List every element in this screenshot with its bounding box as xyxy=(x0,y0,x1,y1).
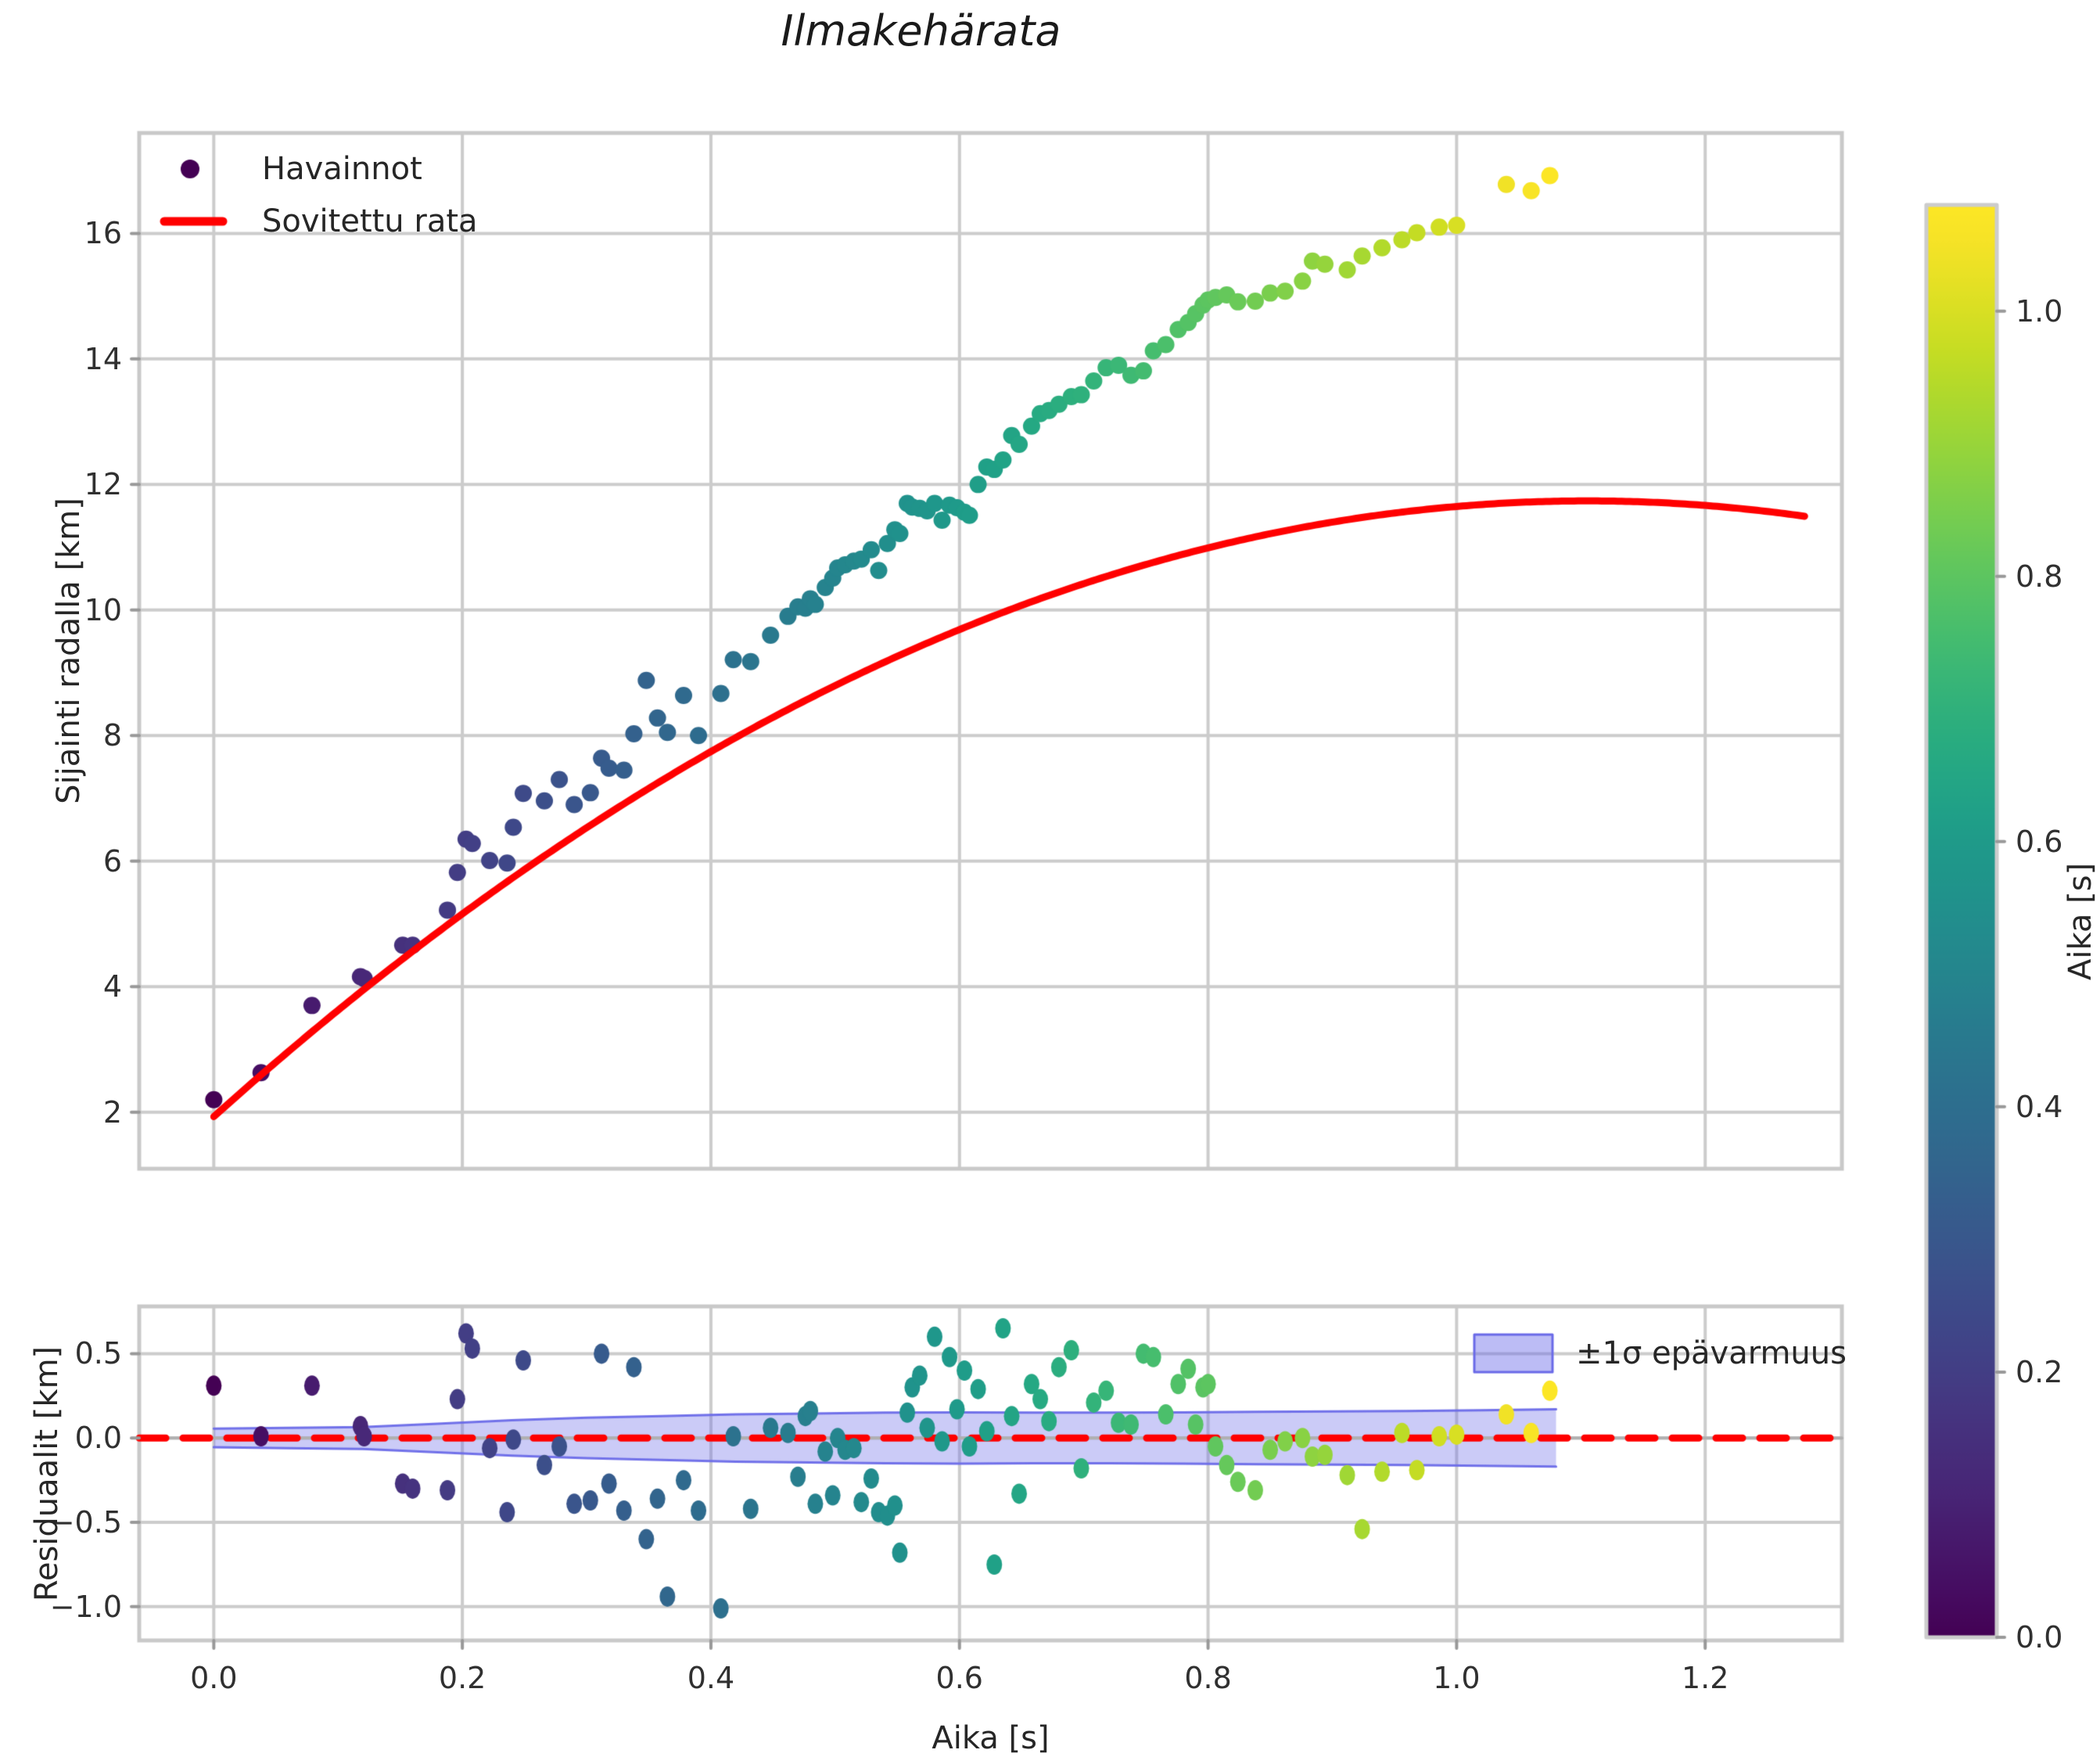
main-ytick-16: 16 xyxy=(84,216,122,251)
legend-item-havainnot: Havainnot xyxy=(262,151,422,187)
colorbar-tick-0.6: 0.6 xyxy=(2016,824,2063,859)
xtick-0.8: 0.8 xyxy=(1184,1661,1232,1695)
legend-item-sovitettu-rata: Sovitettu rata xyxy=(262,203,478,239)
xtick-1.0: 1.0 xyxy=(1433,1661,1481,1695)
resid-ytick-0: 0.5 xyxy=(74,1336,122,1371)
colorbar-tick-0.0: 0.0 xyxy=(2016,1620,2063,1655)
xtick-0.0: 0.0 xyxy=(190,1661,238,1695)
xtick-0.6: 0.6 xyxy=(935,1661,983,1695)
main-ytick-10: 10 xyxy=(84,592,122,627)
main-ytick-2: 2 xyxy=(102,1094,122,1130)
resid-ytick-3: −1.0 xyxy=(49,1589,122,1624)
resid-ytick-1: 0.0 xyxy=(74,1421,122,1456)
main-ytick-6: 6 xyxy=(102,843,122,878)
main-ytick-14: 14 xyxy=(84,341,122,376)
colorbar-tick-1.0: 1.0 xyxy=(2016,293,2063,329)
xtick-0.2: 0.2 xyxy=(438,1661,486,1695)
resid-ytick-2: −0.5 xyxy=(49,1505,122,1540)
resid-ylabel: Residuaalit [km] xyxy=(29,1346,65,1601)
xtick-1.2: 1.2 xyxy=(1681,1661,1729,1695)
main-ylabel: Sijainti radalla [km] xyxy=(51,498,87,804)
xaxis-label: Aika [s] xyxy=(932,1720,1050,1756)
colorbar-tick-0.8: 0.8 xyxy=(2016,559,2063,594)
xtick-0.4: 0.4 xyxy=(687,1661,735,1695)
colorbar-tick-0.2: 0.2 xyxy=(2016,1354,2063,1389)
main-ytick-8: 8 xyxy=(102,718,122,753)
main-ytick-4: 4 xyxy=(102,969,122,1004)
legend-item-epavarmuus: ±1σ epävarmuus xyxy=(1576,1335,1847,1371)
page-title: Ilmakehärata xyxy=(781,6,1061,56)
main-ytick-12: 12 xyxy=(84,467,122,502)
colorbar-label: Aika [s] xyxy=(2062,862,2098,980)
colorbar-tick-0.4: 0.4 xyxy=(2016,1089,2063,1124)
